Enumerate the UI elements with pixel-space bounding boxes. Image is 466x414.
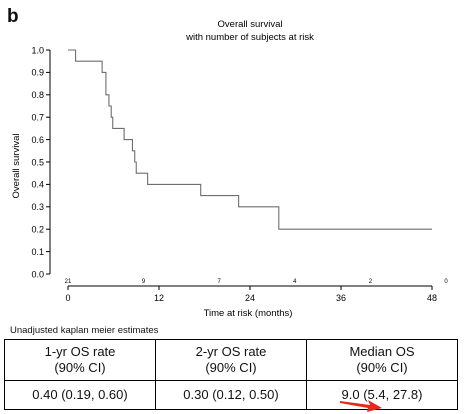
x-axis-label: Time at risk (months) bbox=[204, 308, 293, 319]
y-tick-label: 0.2 bbox=[31, 225, 44, 235]
at-risk-count: 7 bbox=[218, 279, 222, 285]
survival-curve bbox=[68, 49, 432, 230]
y-tick-label: 0.8 bbox=[31, 90, 44, 100]
cell-2yr-os: 0.30 (0.12, 0.50) bbox=[155, 380, 307, 410]
header-2yr-os-title: 2-yr OS rate bbox=[195, 344, 267, 359]
table-header-row: 1-yr OS rate (90% CI) 2-yr OS rate (90% … bbox=[4, 339, 458, 381]
at-risk-count: 21 bbox=[65, 279, 72, 285]
header-1yr-os-title: 1-yr OS rate bbox=[44, 344, 116, 359]
km-chart: Overall survival with number of subjects… bbox=[11, 19, 449, 319]
y-tick-label: 0.3 bbox=[31, 202, 44, 212]
red-arrow-annotation bbox=[340, 400, 382, 412]
header-1yr-os: 1-yr OS rate (90% CI) bbox=[4, 339, 156, 381]
at-risk-count: 9 bbox=[142, 279, 146, 285]
x-tick-label: 24 bbox=[245, 293, 255, 303]
x-tick-label: 48 bbox=[427, 293, 437, 303]
x-tick-label: 0 bbox=[65, 293, 70, 303]
y-tick-label: 0.1 bbox=[31, 247, 44, 257]
red-arrow-icon bbox=[340, 400, 382, 412]
at-risk-count: 2 bbox=[369, 279, 373, 285]
estimates-table: 1-yr OS rate (90% CI) 2-yr OS rate (90% … bbox=[4, 339, 458, 410]
y-tick-label: 0.4 bbox=[31, 180, 44, 190]
header-2yr-os: 2-yr OS rate (90% CI) bbox=[155, 339, 307, 381]
header-median-os-ci: (90% CI) bbox=[356, 360, 408, 375]
y-axis: 0.0 0.1 0.2 0.3 0.4 0.5 0.6 0.7 0.8 0.9 1.0 bbox=[31, 45, 51, 279]
at-risk-labels: 21 9 7 4 2 0 bbox=[65, 279, 449, 285]
table-caption: Unadjusted kaplan meier estimates bbox=[10, 325, 159, 336]
header-median-os: Median OS (90% CI) bbox=[306, 339, 458, 381]
chart-subtitle: with number of subjects at risk bbox=[185, 32, 314, 43]
header-1yr-os-ci: (90% CI) bbox=[54, 360, 106, 375]
y-tick-label: 1.0 bbox=[31, 45, 44, 55]
y-tick-label: 0.9 bbox=[31, 68, 44, 78]
x-axis: 0 12 24 36 48 bbox=[65, 285, 437, 303]
table-row: 0.40 (0.19, 0.60) 0.30 (0.12, 0.50) 9.0 … bbox=[4, 380, 458, 410]
x-tick-label: 36 bbox=[336, 293, 346, 303]
y-axis-label: Overall survival bbox=[11, 134, 22, 199]
y-tick-label: 0.7 bbox=[31, 113, 44, 123]
chart-title: Overall survival bbox=[218, 19, 283, 30]
y-tick-label: 0.0 bbox=[31, 269, 44, 279]
header-median-os-title: Median OS bbox=[349, 344, 415, 359]
cell-1yr-os: 0.40 (0.19, 0.60) bbox=[4, 380, 156, 410]
y-tick-label: 0.6 bbox=[31, 135, 44, 145]
y-tick-label: 0.5 bbox=[31, 157, 44, 167]
cell-median-os: 9.0 (5.4, 27.8) bbox=[306, 380, 458, 410]
at-risk-count: 0 bbox=[444, 279, 448, 285]
header-2yr-os-ci: (90% CI) bbox=[205, 360, 257, 375]
panel-label: b bbox=[7, 6, 19, 27]
at-risk-count: 4 bbox=[293, 279, 297, 285]
x-tick-label: 12 bbox=[154, 293, 164, 303]
